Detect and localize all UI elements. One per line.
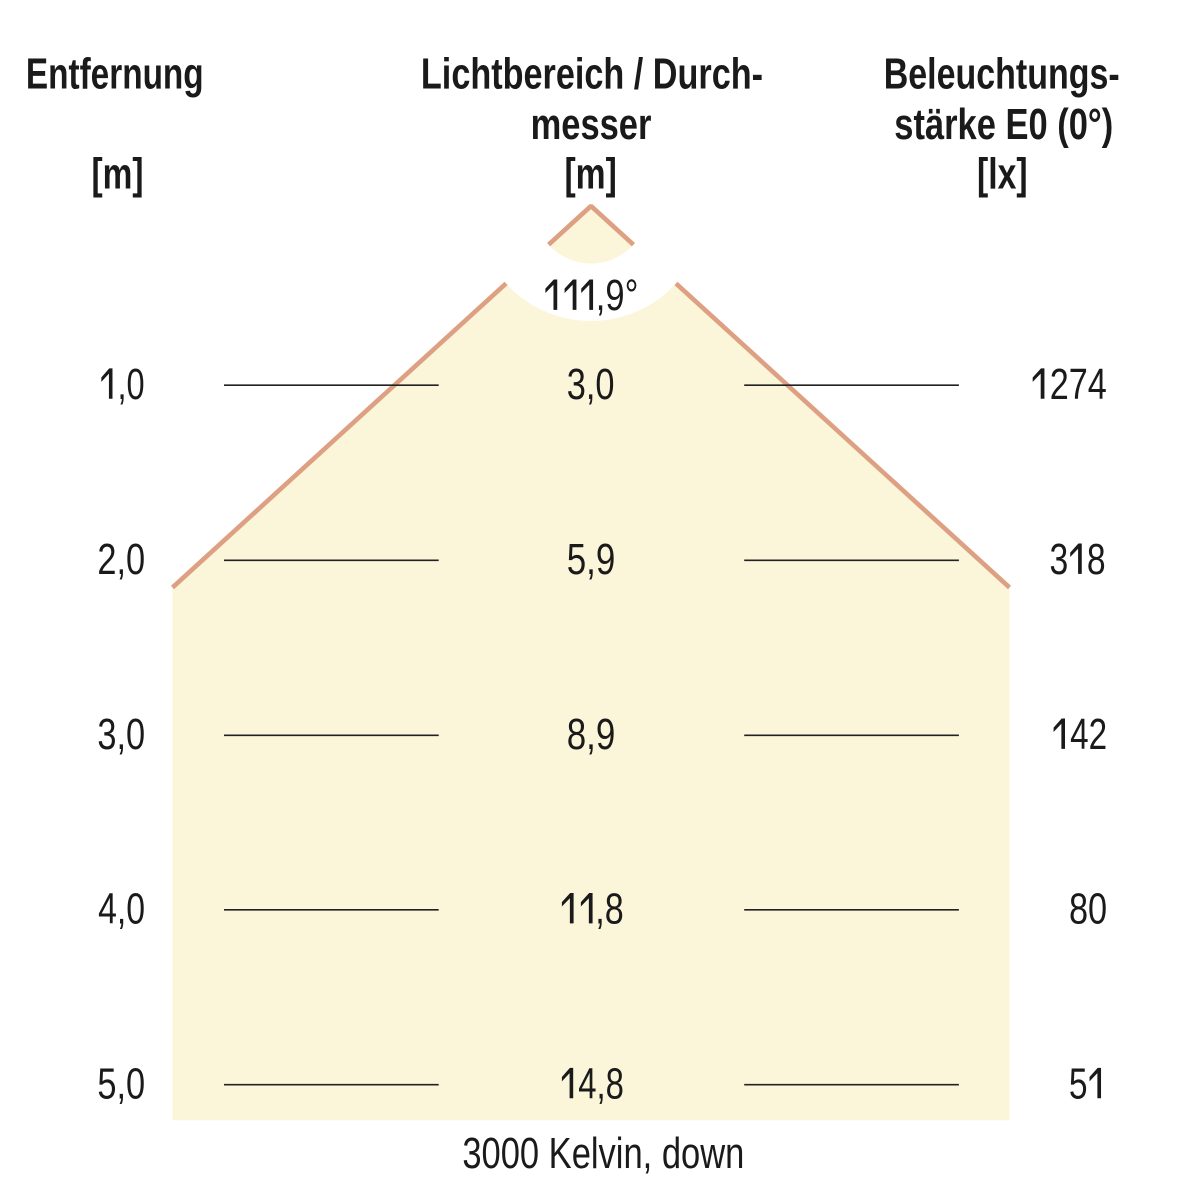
svg-text:5,9: 5,9 [567, 535, 616, 584]
svg-text:8: 8 [1087, 536, 1106, 584]
svg-text:Entfernung: Entfernung [26, 50, 204, 98]
svg-text:messer: messer [531, 101, 652, 149]
svg-text:274: 274 [1050, 360, 1107, 409]
svg-text:,0: ,0 [117, 360, 144, 409]
svg-text:Beleuchtungs-: Beleuchtungs- [884, 51, 1120, 99]
svg-text:[m]: [m] [91, 150, 143, 198]
svg-text:[lx]: [lx] [977, 150, 1028, 198]
svg-text:2,0: 2,0 [97, 535, 145, 584]
svg-text:42: 42 [1070, 711, 1107, 760]
svg-text:,9°: ,9° [596, 271, 639, 320]
svg-text:3,0: 3,0 [97, 710, 145, 759]
svg-text:3: 3 [1049, 536, 1068, 584]
svg-text:4,0: 4,0 [98, 884, 145, 933]
svg-text:5: 5 [1069, 1060, 1088, 1108]
svg-text:3000 Kelvin, down: 3000 Kelvin, down [462, 1129, 744, 1178]
svg-text:3,0: 3,0 [567, 360, 615, 409]
svg-text:[m]: [m] [564, 150, 616, 198]
svg-text:80: 80 [1069, 884, 1107, 933]
svg-text:stärke E0 (0°): stärke E0 (0°) [894, 101, 1113, 149]
svg-text:5,0: 5,0 [97, 1059, 145, 1108]
svg-text:4,8: 4,8 [578, 1060, 624, 1109]
svg-text:8,9: 8,9 [567, 710, 616, 759]
svg-text:Lichtbereich / Durch-: Lichtbereich / Durch- [421, 51, 763, 99]
svg-text:,8: ,8 [595, 884, 623, 933]
